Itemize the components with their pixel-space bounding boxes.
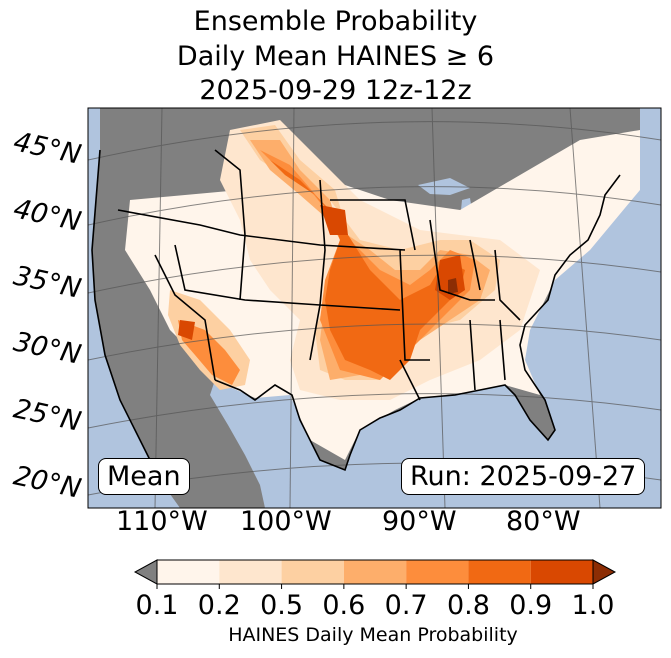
colorbar <box>133 559 617 589</box>
colorbar-tick-label: 0.2 <box>197 590 241 621</box>
colorbar-segment <box>219 560 282 584</box>
colorbar-under-arrow <box>133 559 158 585</box>
colorbar-tick-label: 1.0 <box>571 590 615 621</box>
colorbar-tick-label: 0.8 <box>446 590 490 621</box>
colorbar-frame <box>156 559 594 585</box>
state-borders <box>91 149 621 481</box>
colorbar-label: HAINES Daily Mean Probability <box>228 624 518 646</box>
colorbar-tick-label: 0.9 <box>509 590 553 621</box>
title-line-3: 2025-09-29 12z-12z <box>199 75 472 106</box>
colorbar-segment <box>530 560 593 584</box>
lon-label-80w: 80°W <box>506 506 581 537</box>
lon-label-110w: 110°W <box>116 506 208 537</box>
stat-badge: Mean <box>98 458 190 495</box>
colorbar-tick-label: 0.1 <box>135 590 179 621</box>
colorbar-over-arrow <box>592 559 617 585</box>
map-frame <box>87 107 662 509</box>
lon-label-90w: 90°W <box>382 506 457 537</box>
lon-label-100w: 100°W <box>240 506 332 537</box>
probability-fields <box>125 120 640 460</box>
colorbar-tick-label: 0.6 <box>322 590 366 621</box>
run-badge: Run: 2025-09-27 <box>401 458 646 495</box>
colorbar-tick-label: 0.5 <box>260 590 304 621</box>
colorbar-segment <box>281 560 344 584</box>
title-line-1: Ensemble Probability <box>193 6 478 37</box>
title-line-2: Daily Mean HAINES ≥ 6 <box>176 41 495 72</box>
colorbar-segment <box>157 560 220 584</box>
colorbar-tick-label: 0.7 <box>384 590 428 621</box>
colorbar-segment <box>468 560 531 584</box>
colorbar-segment <box>343 560 407 584</box>
colorbar-segment <box>406 560 469 584</box>
